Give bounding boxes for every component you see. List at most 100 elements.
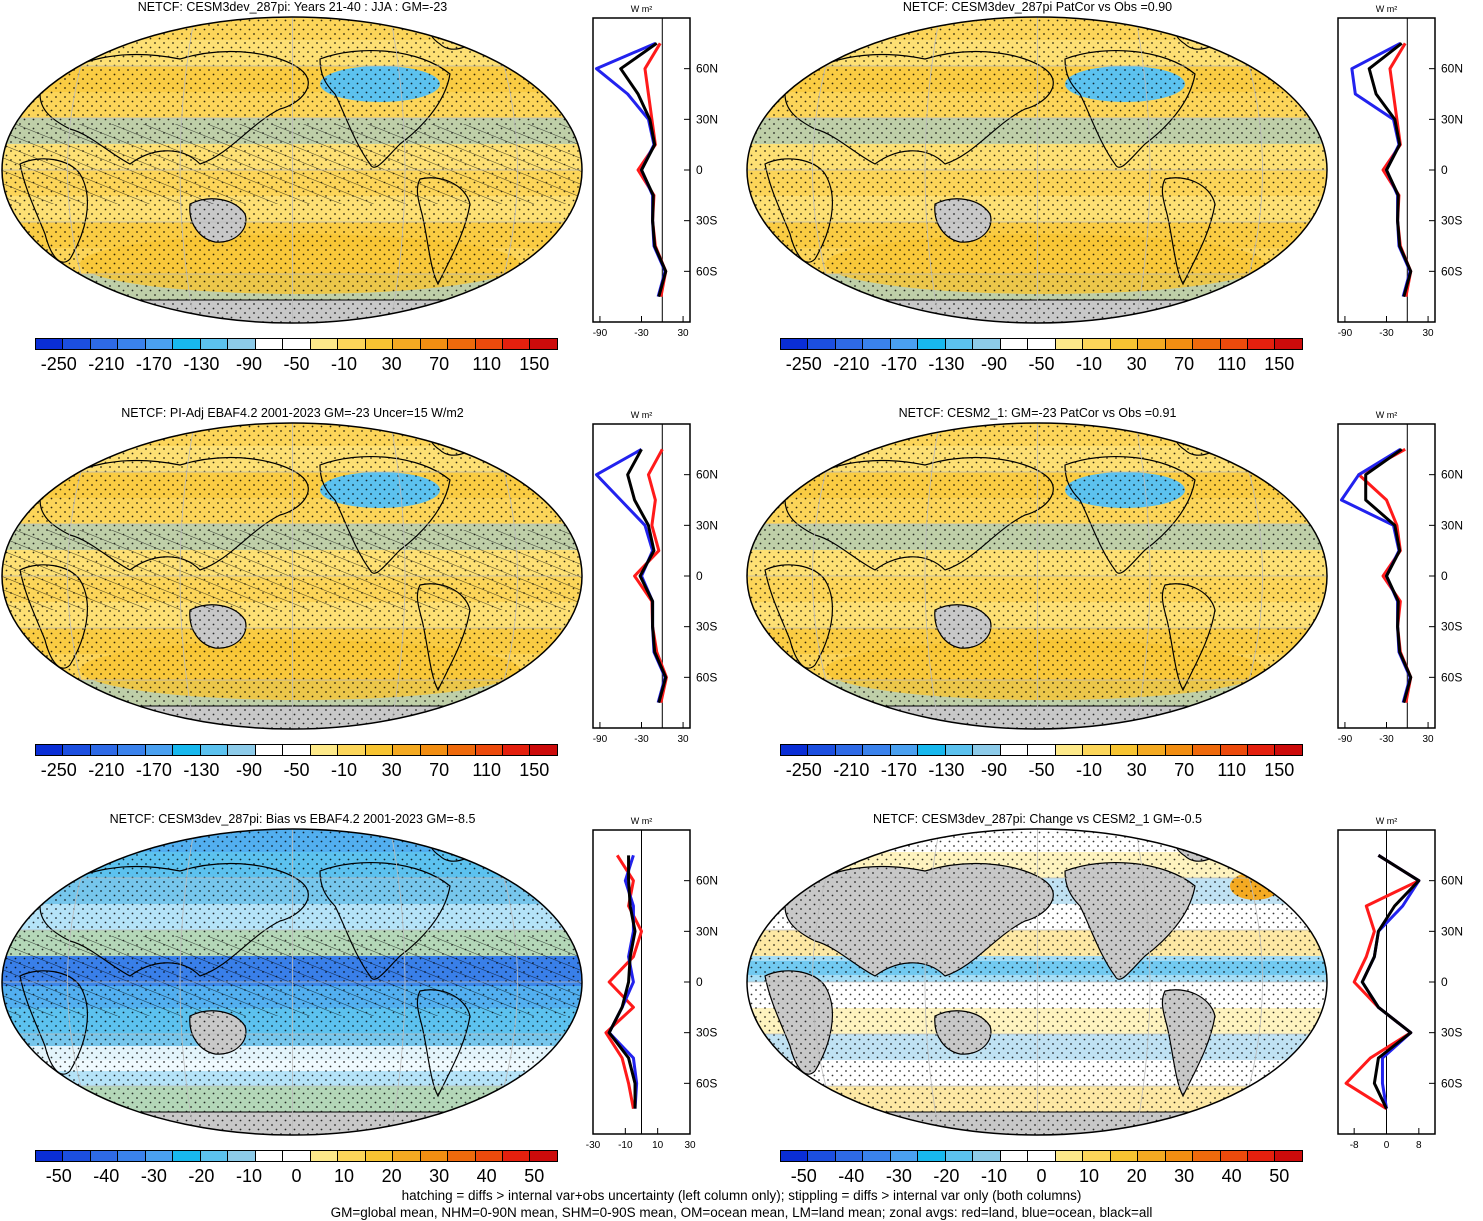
zonal-mean-plot: W m² 60N 30N 0 30S 60S -90 -30 30 (1337, 4, 1463, 339)
colorbar-cell (863, 1151, 891, 1161)
zonal-unit: W m² (631, 410, 653, 420)
colorbar-cell (63, 745, 91, 755)
zonal-xtick-label: -90 (1338, 734, 1353, 745)
colorbar-label: -130 (183, 760, 220, 780)
colorbar-cell (918, 745, 946, 755)
map-border (746, 828, 1328, 1136)
zonal-xtick-label: -90 (593, 734, 608, 745)
zonal-xtick-label: 30 (1423, 328, 1435, 339)
colorbar-cell (1165, 745, 1194, 755)
colorbar-cell (1193, 745, 1221, 755)
colorbar-cell (475, 745, 503, 755)
zonal-xtick-label: 10 (652, 1140, 664, 1151)
colorbar-cell (1193, 1151, 1221, 1161)
colorbar-cell (1083, 339, 1111, 349)
colorbar-label: -30 (885, 1166, 912, 1186)
zonal-ytick-label: 0 (1441, 569, 1448, 583)
colorbar-label: 70 (429, 760, 450, 780)
colorbar-cell (90, 1151, 119, 1161)
zonal-ytick-label: 30S (1441, 1026, 1462, 1040)
colorbar-label: -50 (283, 354, 310, 374)
map-border (746, 422, 1328, 730)
colorbar-label: 70 (1174, 354, 1195, 374)
zonal-ytick-label: 30N (696, 924, 718, 938)
colorbar-label: -250 (785, 354, 822, 374)
colorbar-cell (1028, 339, 1056, 349)
colorbar-cell (475, 339, 503, 349)
colorbar-cell (1220, 1151, 1248, 1161)
panel-p6: NETCF: CESM3dev_287pi: Change vs CESM2_1… (745, 812, 1483, 1217)
colorbar (780, 338, 1303, 350)
colorbar-label: 20 (381, 1166, 402, 1186)
colorbar (780, 744, 1303, 756)
zonal-ytick-label: 0 (696, 163, 703, 177)
colorbar-cell (781, 339, 809, 349)
colorbar-label: 40 (1221, 1166, 1242, 1186)
colorbar-cell (1138, 745, 1166, 755)
colorbar-cell (420, 745, 449, 755)
panel-p4: NETCF: CESM2_1: GM=-23 PatCor vs Obs =0.… (745, 406, 1483, 811)
zonal-ytick-label: 60N (696, 874, 718, 888)
colorbar-label: 30 (1126, 354, 1147, 374)
colorbar (780, 1150, 1303, 1162)
colorbar-cell (338, 1151, 366, 1161)
graticule-lon (179, 829, 196, 1135)
colorbar-label: 70 (1174, 760, 1195, 780)
colorbar-label: 150 (519, 354, 550, 374)
colorbar-label: 50 (1269, 1166, 1290, 1186)
zonal-series-land (1344, 854, 1421, 1110)
colorbar-cell (502, 1151, 531, 1161)
colorbar-cell (1000, 745, 1029, 755)
colorbar-cell (310, 339, 339, 349)
colorbar-cell (1083, 745, 1111, 755)
colorbar-label: 110 (1217, 760, 1247, 780)
map-border (1, 422, 583, 730)
panel-p5: NETCF: CESM3dev_287pi: Bias vs EBAF4.2 2… (0, 812, 740, 1217)
hatching (2, 530, 582, 610)
colorbar-label: -250 (40, 760, 77, 780)
colorbar-cell (393, 339, 421, 349)
zonal-ytick-label: 30S (696, 620, 717, 634)
zonal-mean-plot: W m² 60N 30N 0 30S 60S -30 -10 10 30 (586, 816, 718, 1151)
footer-line-2: GM=global mean, NHM=0-90N mean, SHM=0-90… (330, 1205, 1153, 1220)
colorbar-label: -130 (183, 354, 220, 374)
zonal-xtick-label: -90 (1338, 328, 1353, 339)
zonal-xtick-label: 30 (678, 734, 690, 745)
colorbar-cell (1220, 745, 1248, 755)
colorbar-cell (228, 745, 256, 755)
colorbar-label: -210 (833, 354, 870, 374)
zonal-unit: W m² (1376, 4, 1398, 14)
colorbar-label: -20 (188, 1166, 215, 1186)
graticule-lon (1134, 17, 1151, 323)
colorbar-cell (36, 1151, 64, 1161)
colorbar-cell (63, 1151, 91, 1161)
panel-title: NETCF: CESM3dev_287pi: Bias vs EBAF4.2 2… (109, 812, 476, 826)
colorbar (35, 338, 558, 350)
colorbar-cell (1138, 1151, 1166, 1161)
colorbar-label: 110 (472, 760, 502, 780)
zonal-ytick-label: 60N (696, 62, 718, 76)
zonal-xtick-label: -90 (593, 328, 608, 339)
zonal-xtick-label: -30 (634, 328, 649, 339)
colorbar-cell (1110, 745, 1139, 755)
colorbar-cell (973, 745, 1001, 755)
zonal-unit: W m² (631, 4, 653, 14)
panel-p1: NETCF: CESM3dev_287pi: Years 21-40 : JJA… (0, 0, 740, 405)
colorbar-cell (118, 339, 146, 349)
colorbar-cell (255, 339, 284, 349)
panel-p2: NETCF: CESM3dev_287pi PatCor vs Obs =0.9… (745, 0, 1483, 405)
colorbar-cell (1165, 339, 1194, 349)
colorbar-label: 150 (1264, 760, 1295, 780)
colorbar-cell (808, 1151, 836, 1161)
zonal-ytick-label: 30N (696, 112, 718, 126)
zonal-mean-plot: W m² 60N 30N 0 30S 60S -90 -30 30 (592, 410, 718, 745)
zonal-ytick-label: 30N (696, 518, 718, 532)
map-border (1, 828, 583, 1136)
colorbar-cell (448, 339, 476, 349)
zonal-ytick-label: 60S (1441, 1076, 1462, 1090)
zonal-series-all (1367, 42, 1413, 298)
zonal-ytick-label: 0 (696, 569, 703, 583)
zonal-ytick-label: 30S (696, 214, 717, 228)
graticule-lon (179, 17, 196, 323)
colorbar-label: 10 (334, 1166, 355, 1186)
